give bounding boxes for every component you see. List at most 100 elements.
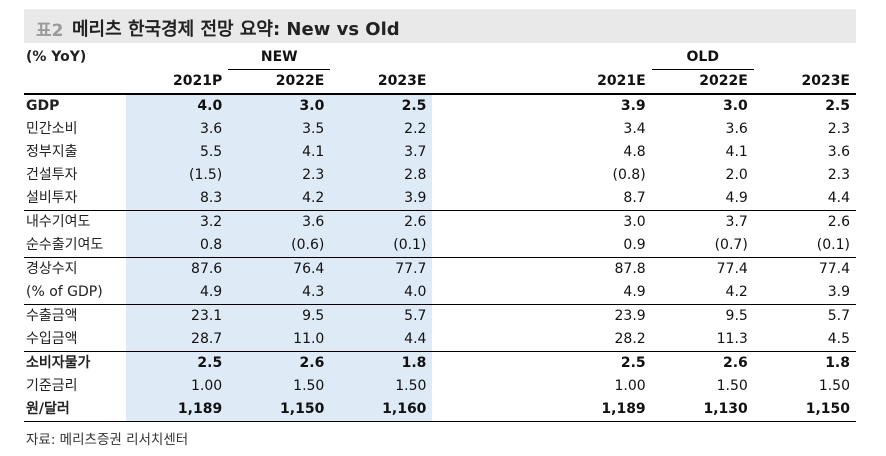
- table-number: 표2: [36, 21, 64, 41]
- new-group-label: NEW: [228, 46, 331, 70]
- new-value-cell: (0.1): [330, 234, 433, 258]
- table-row: 내수기여도 3.2 3.6 2.6 3.0 3.7 2.6: [24, 210, 856, 234]
- new-value-cell: 3.0: [228, 94, 331, 118]
- new-value-cell: 2.6: [228, 351, 331, 375]
- old-value-cell: 2.3: [827, 121, 850, 137]
- column-gap: [432, 351, 550, 375]
- old-value-cell: 1,150: [753, 398, 856, 422]
- table-row: 정부지출 5.5 4.1 3.7 4.8 4.1 3.6: [24, 141, 856, 164]
- source-note: 자료: 메리츠증권 리서치센터: [26, 432, 189, 448]
- column-gap: [432, 118, 549, 141]
- row-label: GDP: [26, 98, 60, 114]
- table-row: 건설투자 (1.5) 2.3 2.8 (0.8) 2.0 2.3: [24, 164, 856, 187]
- old-value-cell: 11.3: [716, 331, 748, 347]
- old-value-cell: 1.00: [614, 378, 646, 394]
- new-value-cell: 11.0: [228, 328, 331, 352]
- new-value-cell: 28.7: [126, 328, 229, 352]
- new-value-cell: 4.0: [126, 94, 229, 118]
- old-value-cell: 2.0: [725, 167, 748, 183]
- new-value-cell: 4.1: [228, 141, 331, 164]
- new-value-cell: 0.8: [126, 234, 229, 258]
- table-row: 순수출기여도 0.8 (0.6) (0.1) 0.9 (0.7) (0.1): [24, 234, 856, 258]
- old-value-cell: 2.3: [827, 167, 850, 183]
- old-value-cell: 77.4: [753, 257, 856, 281]
- row-label: 수출금액: [24, 304, 127, 328]
- new-value-cell: 5.7: [330, 304, 433, 328]
- new-value-cell: 5.5: [126, 141, 229, 164]
- new-value-cell: 3.6: [228, 210, 331, 234]
- column-gap: [432, 94, 549, 118]
- new-value-cell: 4.9: [126, 281, 229, 305]
- old-value-cell: 1,130: [651, 398, 754, 422]
- new-value-cell: 2.2: [330, 118, 433, 141]
- new-value-cell: 2.6: [330, 210, 433, 234]
- table-row: 경상수지 87.6 76.4 77.7 87.8 77.4 77.4: [24, 257, 856, 281]
- year-header-row: 2021P 2022E 2023E 2021E 2022E 2023E: [24, 69, 856, 95]
- new-year-header: 2021P: [126, 69, 229, 95]
- title-bar: 표2 메리츠 한국경제 전망 요약: New vs Old: [24, 9, 856, 43]
- old-value-cell: 5.7: [753, 304, 856, 328]
- new-value-cell: (0.6): [228, 234, 331, 258]
- table-row: 민간소비 3.6 3.5 2.2 3.4 3.6 2.3: [24, 118, 856, 141]
- old-value-cell: 23.9: [549, 304, 652, 328]
- row-label: 경상수지: [24, 257, 127, 281]
- new-value-cell: 4.4: [330, 328, 433, 352]
- new-value-cell: 2.5: [330, 94, 433, 118]
- old-value-cell: (0.7): [714, 237, 748, 253]
- old-value-cell: 2.5: [549, 351, 652, 375]
- table-row: 수출금액 23.1 9.5 5.7 23.9 9.5 5.7: [24, 304, 856, 328]
- old-value-cell: 2.6: [651, 351, 754, 375]
- old-value-cell: 4.5: [827, 331, 850, 347]
- new-value-cell: (1.5): [126, 164, 229, 187]
- table-row: 소비자물가 2.5 2.6 1.8 2.5 2.6 1.8: [24, 351, 856, 375]
- old-value-cell: 1.50: [818, 378, 850, 394]
- column-gap: [432, 375, 549, 398]
- old-value-cell: 4.4: [827, 190, 850, 206]
- table-row: 기준금리 1.00 1.50 1.50 1.00 1.50 1.50: [24, 375, 856, 398]
- old-value-cell: 8.7: [623, 190, 646, 206]
- old-year-header: 2022E: [651, 69, 754, 95]
- column-gap: [432, 210, 550, 234]
- old-value-cell: 3.0: [722, 98, 748, 114]
- old-value-cell: 87.8: [549, 257, 652, 281]
- unit-label: (% YoY): [26, 49, 87, 66]
- new-value-cell: 2.3: [228, 164, 331, 187]
- old-value-cell: (0.8): [612, 167, 646, 183]
- old-value-cell: (0.1): [816, 237, 850, 253]
- new-value-cell: 3.2: [126, 210, 229, 234]
- row-label: 소비자물가: [24, 351, 127, 375]
- new-value-cell: 1.50: [228, 375, 331, 398]
- old-value-cell: 3.7: [651, 210, 754, 234]
- new-value-cell: 4.3: [228, 281, 331, 305]
- table-row: 원/달러 1,189 1,150 1,160 1,189 1,130 1,150: [24, 398, 856, 422]
- new-value-cell: 8.3: [126, 187, 229, 211]
- column-gap: [432, 257, 550, 281]
- column-gap: [432, 234, 549, 258]
- old-year-header: 2021E: [549, 69, 652, 95]
- column-gap: [432, 398, 550, 422]
- new-value-cell: 1,189: [126, 398, 229, 422]
- new-value-cell: 1,160: [330, 398, 433, 422]
- new-value-cell: 2.8: [330, 164, 433, 187]
- row-label: 수입금액: [26, 331, 78, 347]
- row-label: 건설투자: [26, 167, 78, 183]
- new-value-cell: 9.5: [228, 304, 331, 328]
- new-year-header: 2023E: [330, 69, 433, 95]
- old-value-cell: 2.6: [753, 210, 856, 234]
- old-value-cell: 28.2: [614, 331, 646, 347]
- column-gap: [432, 304, 550, 328]
- old-value-cell: 3.9: [827, 284, 850, 300]
- new-value-cell: 3.7: [330, 141, 433, 164]
- row-label: 내수기여도: [24, 210, 127, 234]
- old-value-cell: 3.4: [623, 121, 646, 137]
- old-value-cell: 4.2: [725, 284, 748, 300]
- old-group-label: OLD: [651, 46, 754, 70]
- forecast-table: (% YoY) NEW OLD 2021P 2022E 2023E 2021E …: [24, 46, 856, 422]
- column-gap: [432, 328, 549, 352]
- table-row: (% of GDP) 4.9 4.3 4.0 4.9 4.2 3.9: [24, 281, 856, 305]
- new-value-cell: 3.5: [228, 118, 331, 141]
- old-year-header: 2023E: [753, 69, 856, 95]
- old-value-cell: 3.6: [827, 144, 850, 160]
- new-value-cell: 77.7: [330, 257, 433, 281]
- old-value-cell: 3.0: [549, 210, 652, 234]
